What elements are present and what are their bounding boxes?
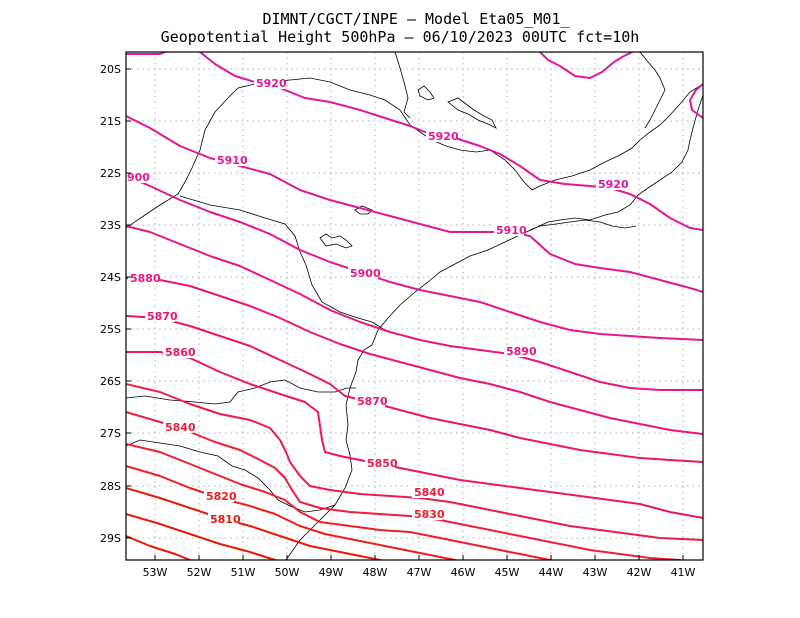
contour-label-5920-b: 5920	[428, 130, 459, 143]
lake-furnas	[447, 97, 497, 129]
lat-tick-label: 23S	[100, 219, 121, 232]
contour-label-5900-b: 5900	[350, 267, 381, 280]
lon-tick-label: 41W	[671, 566, 696, 579]
lon-tick-label: 53W	[143, 566, 168, 579]
contour-5840	[126, 411, 681, 560]
lon-tick-label: 42W	[627, 566, 652, 579]
latitude-axis: 20S 21S 22S 23S 24S 25S 26S 27S 28S 29S	[100, 63, 121, 545]
contour-label-5910-b: 5910	[496, 224, 527, 237]
contour-label-5860: 5860	[165, 346, 196, 359]
contour-5860	[126, 351, 703, 519]
contour-5810	[126, 487, 381, 560]
state-boundary-pr-sc	[126, 379, 356, 405]
contour-5890	[126, 225, 703, 391]
lon-tick-label: 45W	[495, 566, 520, 579]
contour-5900	[126, 175, 703, 341]
contour-layer	[126, 52, 703, 560]
map-title-line-2: Geopotential Height 500hPa – 06/10/2023 …	[161, 28, 640, 46]
lake-coastal	[354, 205, 373, 215]
lat-tick-label: 28S	[100, 480, 121, 493]
contour-5850	[126, 383, 703, 541]
lon-tick-label: 43W	[583, 566, 608, 579]
lat-tick-label: 24S	[100, 271, 121, 284]
lat-tick-label: 21S	[100, 115, 121, 128]
lon-tick-label: 47W	[407, 566, 432, 579]
map-title-line-1: DIMNT/CGCT/INPE – Model Eta05_M01_	[262, 10, 570, 28]
longitude-axis: 53W 52W 51W 50W 49W 48W 47W 46W 45W 44W …	[143, 566, 696, 579]
tick-marks	[126, 68, 684, 560]
contour-5820	[126, 465, 456, 560]
contour-label-5870-b: 5870	[357, 395, 388, 408]
contour-label-5850: 5850	[367, 457, 398, 470]
lat-tick-label: 20S	[100, 63, 121, 76]
contour-label-5820: 5820	[206, 490, 237, 503]
contour-5870	[126, 315, 703, 463]
contour-label-5870-a: 5870	[147, 310, 178, 323]
plot-frame	[125, 51, 704, 561]
contour-label-5920-a: 5920	[256, 77, 287, 90]
contour-label-5880: 5880	[130, 272, 161, 285]
lon-tick-label: 49W	[319, 566, 344, 579]
contour-5830	[126, 443, 551, 560]
contour-5880	[126, 277, 703, 435]
lon-tick-label: 50W	[275, 566, 300, 579]
contour-5790	[126, 535, 191, 560]
contour-5920-east	[539, 52, 633, 79]
lon-tick-label: 52W	[187, 566, 212, 579]
coastline	[285, 94, 703, 560]
lat-tick-label: 22S	[100, 167, 121, 180]
contour-5800	[126, 513, 276, 560]
contour-label-5890: 5890	[506, 345, 537, 358]
state-boundary-sp-pr	[179, 195, 386, 331]
lake-paranapanema	[319, 233, 353, 249]
lat-tick-label: 25S	[100, 323, 121, 336]
contour-label-5810: 5810	[210, 513, 241, 526]
state-boundary-mg-rj	[539, 83, 703, 187]
contour-label-5910-a: 5910	[217, 154, 248, 167]
lon-tick-label: 48W	[363, 566, 388, 579]
contour-5920-ne	[689, 83, 703, 119]
contour-label-5830: 5830	[414, 508, 445, 521]
contour-label-5840-b: 5840	[414, 486, 445, 499]
lon-tick-label: 46W	[451, 566, 476, 579]
lat-tick-label: 27S	[100, 427, 121, 440]
lon-tick-label: 44W	[539, 566, 564, 579]
contour-label-5900-a: 900	[127, 171, 150, 184]
state-boundary-ms-pr	[126, 87, 239, 229]
lat-tick-label: 26S	[100, 375, 121, 388]
lon-tick-label: 51W	[231, 566, 256, 579]
contour-label-5840-a: 5840	[165, 421, 196, 434]
contour-label-5920-c: 5920	[598, 178, 629, 191]
contour-5910	[126, 115, 703, 293]
lat-tick-label: 29S	[100, 532, 121, 545]
state-boundary-sc-rs	[126, 439, 336, 513]
lake-tres-marias	[417, 85, 435, 101]
state-boundary-sp-rj	[529, 219, 637, 231]
state-boundary-es	[639, 52, 666, 129]
contour-5920-west	[126, 52, 166, 55]
graticule	[126, 52, 703, 560]
state-boundary-north	[394, 52, 411, 119]
contour-label-layer: 5920 5920 5920 5910 5910 900 5900 5890 5…	[126, 77, 629, 526]
